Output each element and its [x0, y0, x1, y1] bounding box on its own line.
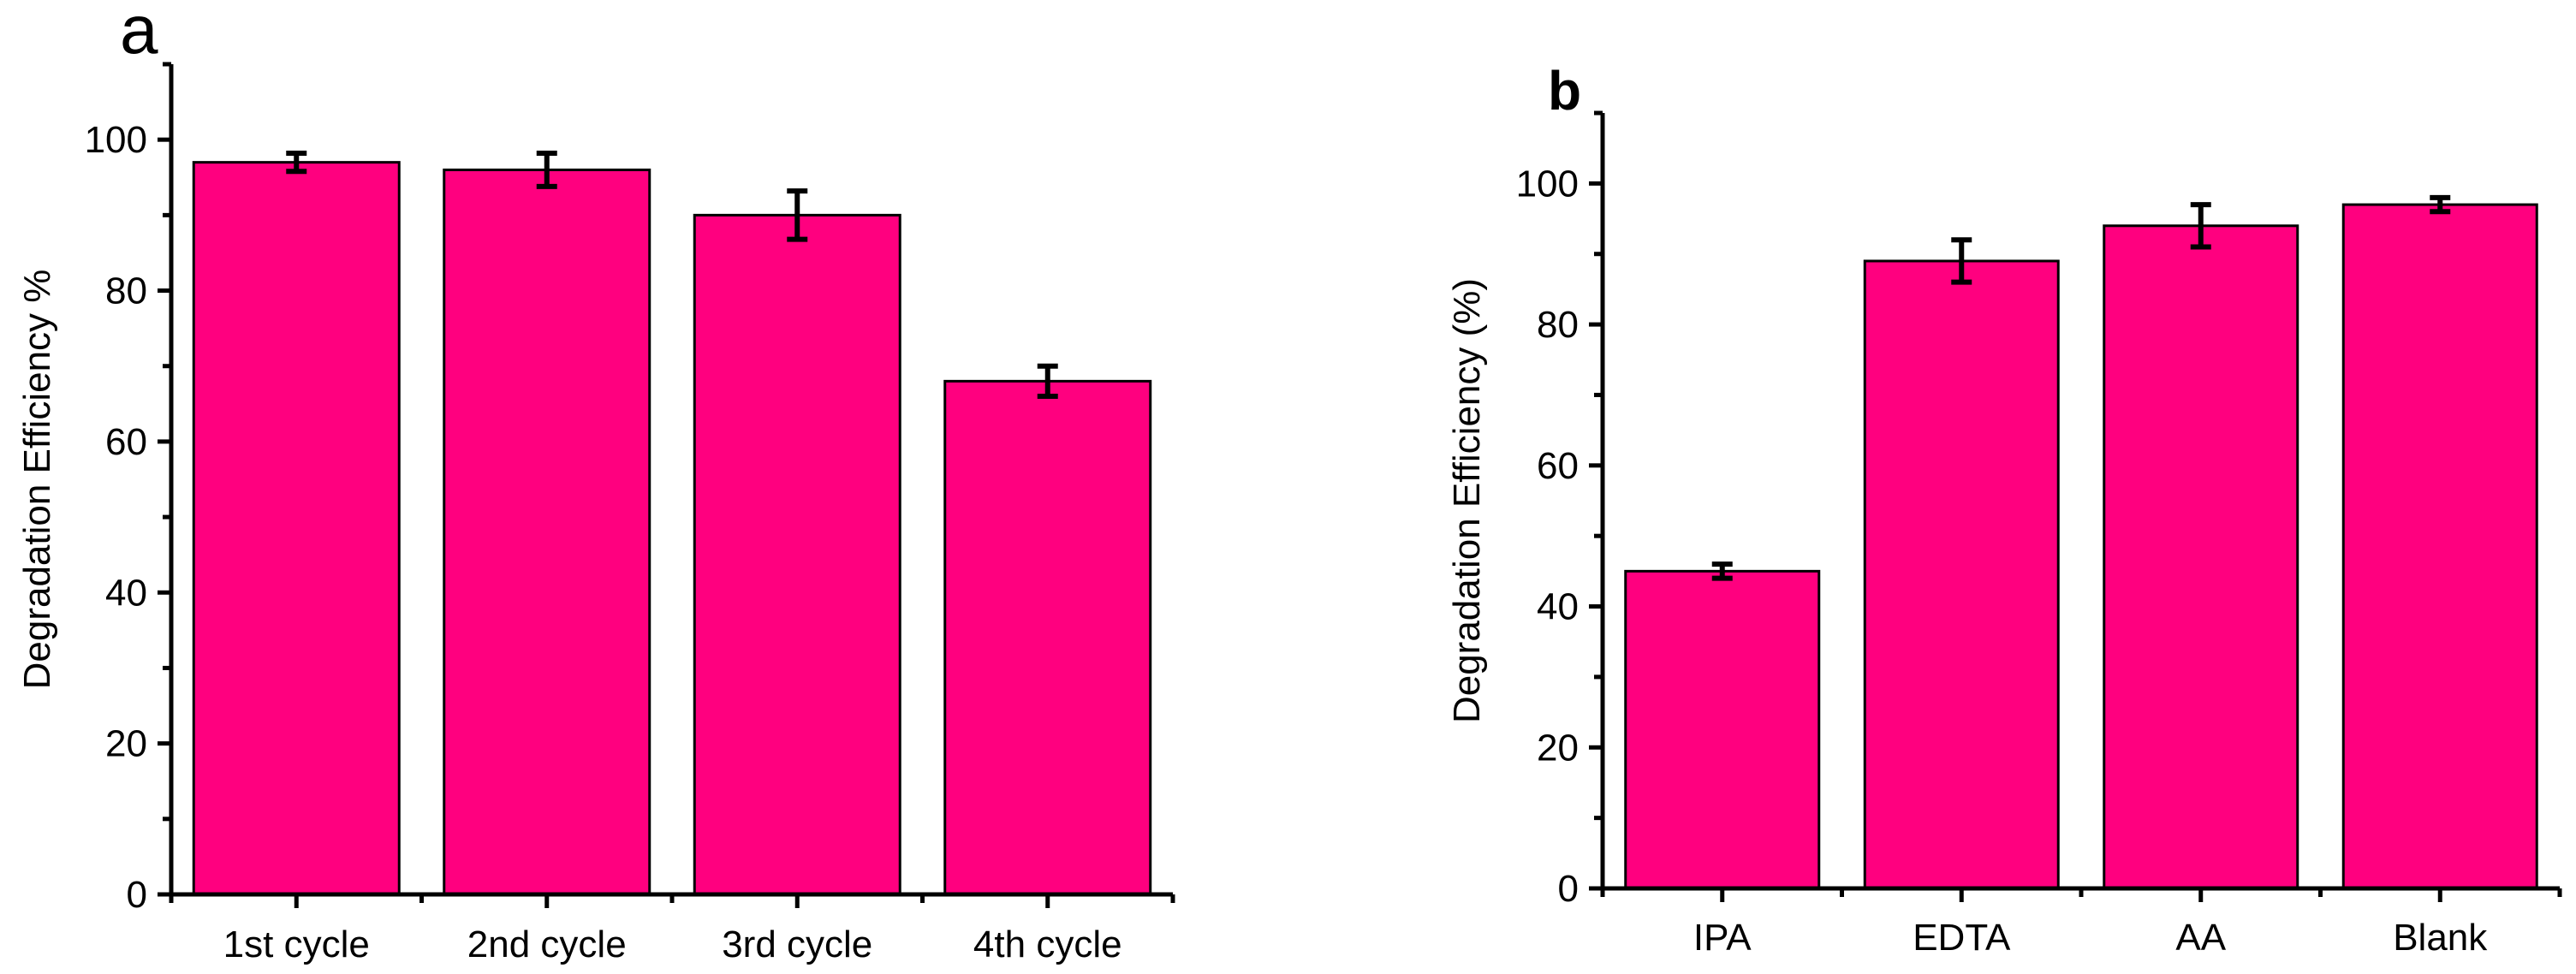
x-tick-label: EDTA — [1913, 917, 2011, 959]
error-bar-2nd-cycle — [536, 151, 557, 189]
error-bar-4th-cycle — [1037, 363, 1058, 399]
error-bar-3rd-cycle — [787, 188, 808, 242]
y-tick-label: 40 — [1537, 586, 1579, 628]
x-tick-label: 4th cycle — [973, 924, 1122, 965]
bar-aa — [2103, 224, 2299, 890]
y-tick-label: 80 — [1537, 304, 1579, 346]
panel-a-chart: a Degradation Efficiency % 1st cycle 2nd … — [16, 0, 1175, 965]
bar-edta — [1863, 259, 2060, 890]
error-bar-aa — [2190, 202, 2211, 250]
bar-4th-cycle — [943, 379, 1152, 896]
y-tick-label: 20 — [105, 723, 147, 765]
y-tick-label: 100 — [85, 119, 147, 161]
bar-1st-cycle — [192, 161, 401, 896]
x-tick-label: 2nd cycle — [467, 924, 627, 965]
panel-a-label: a — [120, 0, 158, 68]
bar-2nd-cycle — [443, 168, 651, 896]
panel-b-label: b — [1548, 60, 1581, 122]
y-tick-label: 80 — [105, 270, 147, 312]
x-tick-label: IPA — [1693, 917, 1752, 959]
y-tick-label: 0 — [1558, 868, 1579, 910]
error-bar-ipa — [1711, 561, 1733, 581]
y-tick-label: 100 — [1516, 163, 1579, 205]
panel-a-y-axis-label: Degradation Efficiency % — [16, 270, 58, 690]
y-tick-label: 60 — [105, 421, 147, 463]
x-tick-label: 1st cycle — [223, 924, 370, 965]
y-tick-label: 0 — [127, 874, 147, 916]
error-bar-1st-cycle — [286, 151, 307, 175]
x-tick-label: AA — [2175, 917, 2226, 959]
error-bar-blank — [2430, 194, 2451, 215]
error-bar-edta — [1951, 237, 1972, 285]
x-tick-label: 3rd cycle — [722, 924, 872, 965]
x-tick-label: Blank — [2393, 917, 2488, 959]
y-tick-label: 40 — [105, 572, 147, 614]
y-tick-label: 20 — [1537, 727, 1579, 769]
bar-blank — [2341, 203, 2538, 890]
panel-b-chart: b Degradation Efficiency (%) IPA EDTA AA Bl… — [1446, 60, 2562, 959]
panel-b-y-axis-label: Degradation Efficiency (%) — [1446, 278, 1488, 723]
bar-ipa — [1624, 569, 1821, 890]
bar-3rd-cycle — [693, 213, 901, 896]
y-tick-label: 60 — [1537, 445, 1579, 487]
